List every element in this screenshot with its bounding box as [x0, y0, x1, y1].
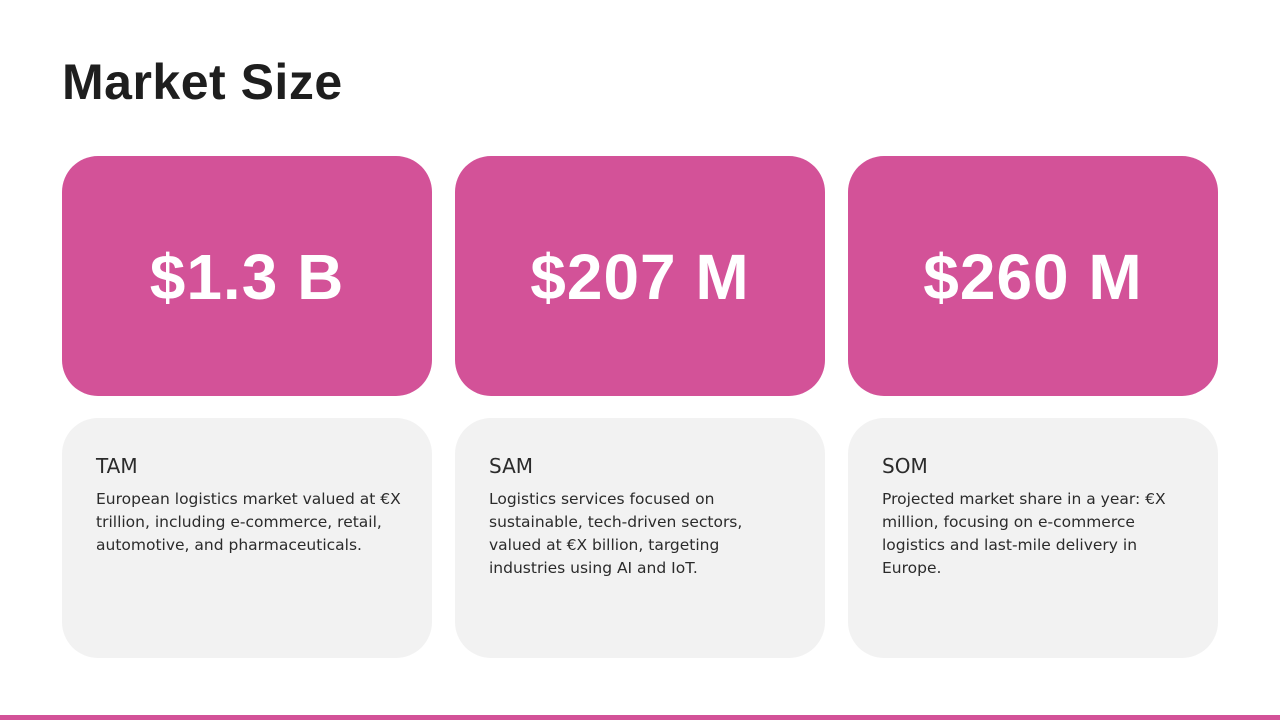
sam-info-card: SAM Logistics services focused on sustai…	[455, 418, 825, 658]
page-title: Market Size	[62, 54, 343, 110]
som-info-card: SOM Projected market share in a year: €X…	[848, 418, 1218, 658]
som-description: Projected market share in a year: €X mil…	[882, 490, 1166, 577]
sam-heading: SAM	[489, 454, 534, 478]
sam-value-card: $207 M	[455, 156, 825, 396]
tam-info-card: TAM European logistics market valued at …	[62, 418, 432, 658]
tam-heading: TAM	[96, 454, 138, 478]
bottom-accent-bar	[0, 715, 1280, 720]
tam-description: European logistics market valued at €X t…	[96, 490, 401, 554]
som-value-card: $260 M	[848, 156, 1218, 396]
tam-value-card: $1.3 B	[62, 156, 432, 396]
som-heading: SOM	[882, 454, 928, 478]
sam-description: Logistics services focused on sustainabl…	[489, 490, 743, 577]
tam-value: $1.3 B	[149, 241, 345, 313]
som-value: $260 M	[923, 241, 1143, 313]
sam-value: $207 M	[530, 241, 750, 313]
